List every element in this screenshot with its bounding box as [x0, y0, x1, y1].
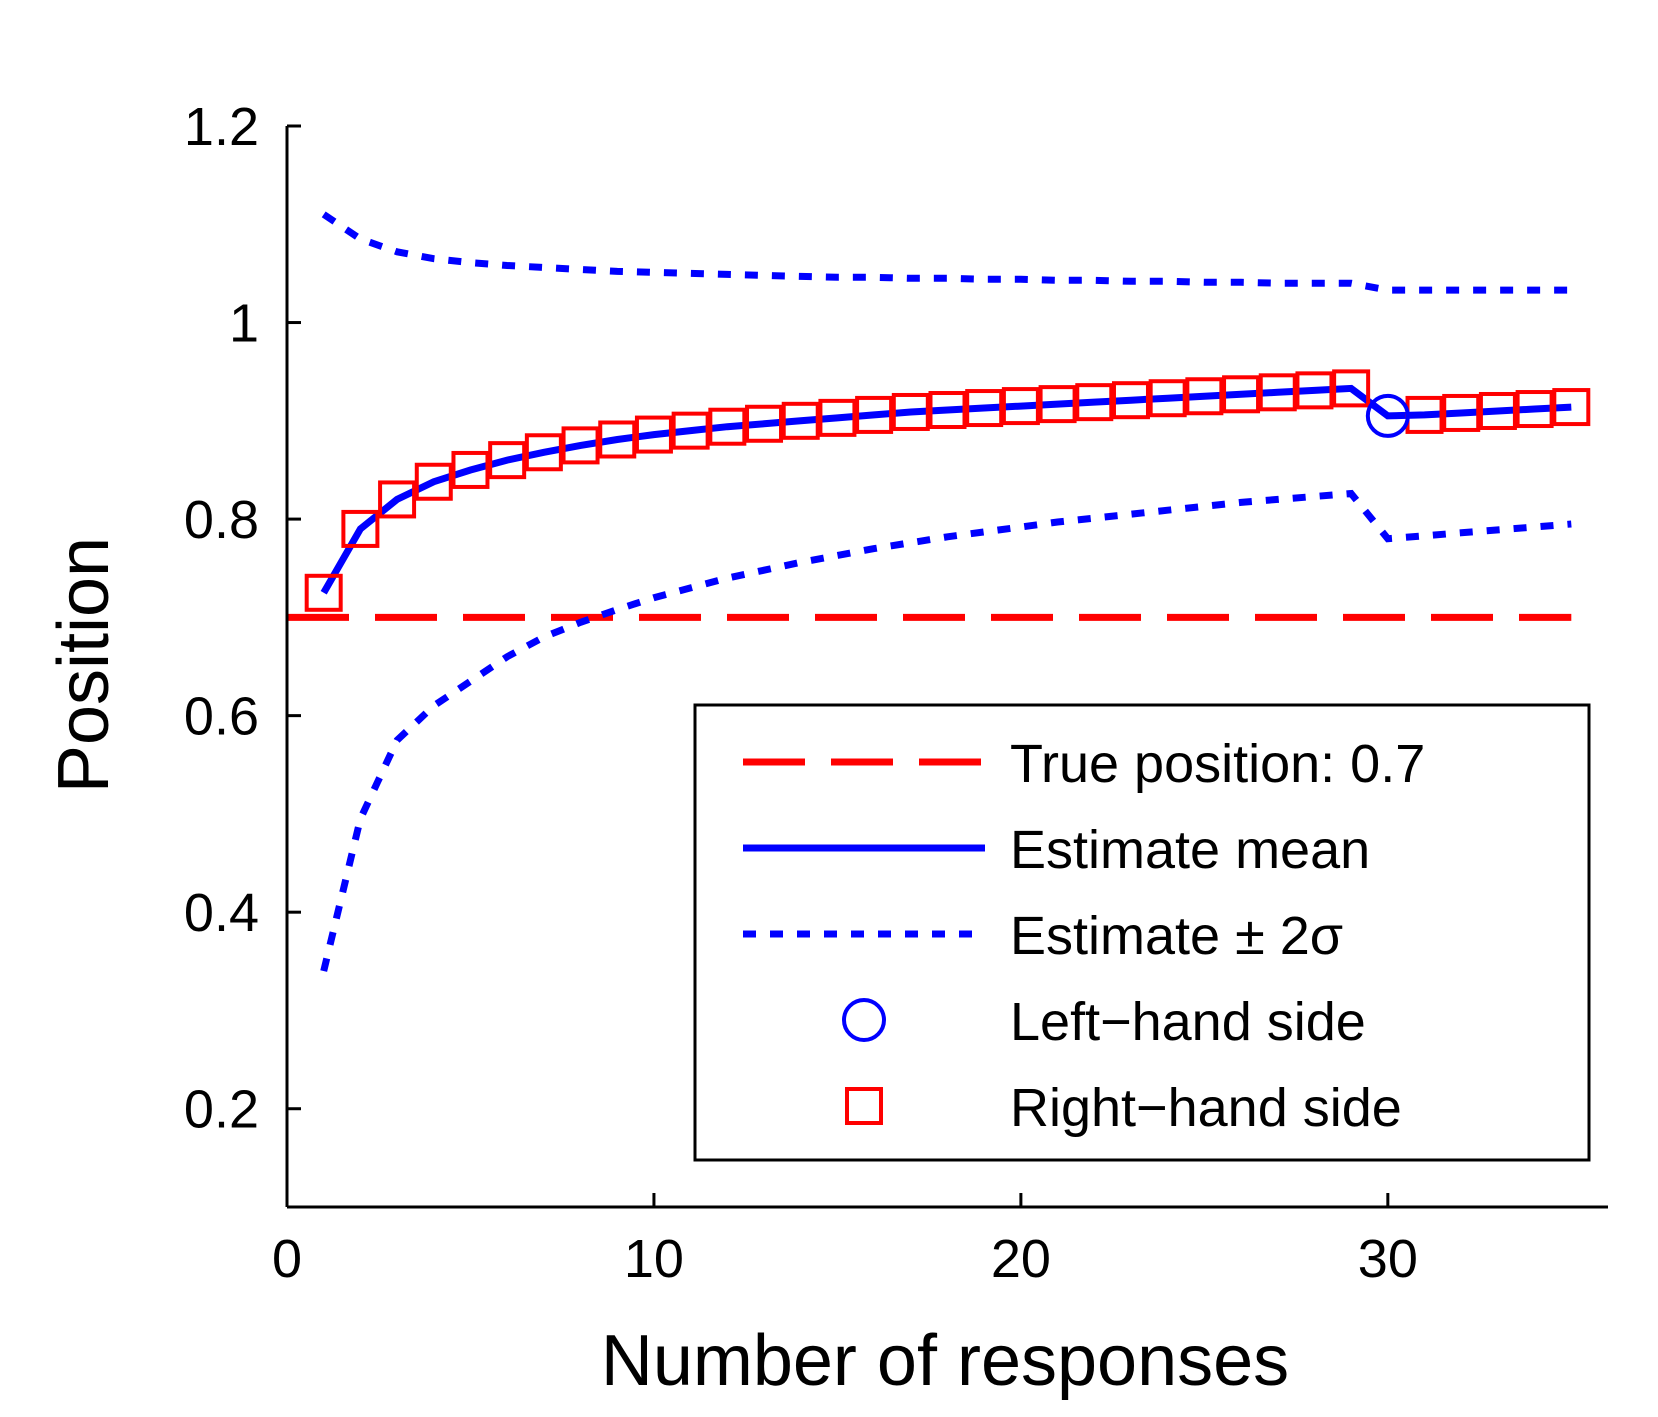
right-hand-side-marker [1258, 373, 1297, 412]
legend-label: True position: 0.7 [1010, 734, 1425, 794]
right-hand-side-marker [634, 415, 673, 454]
y-tick-label: 0.4 [184, 883, 259, 943]
legend: True position: 0.7 Estimate mean Estimate … [693, 703, 1591, 1162]
y-axis-title: Position [44, 537, 124, 793]
legend-box [693, 703, 1591, 1162]
x-tick-label: 10 [624, 1229, 684, 1289]
right-hand-side-marker [561, 426, 600, 465]
right-hand-side-marker [451, 450, 490, 489]
right-hand-side-marker [524, 433, 563, 472]
right-hand-side-marker [781, 401, 820, 440]
legend-swatch-circle [842, 998, 886, 1042]
right-hand-side-marker [1222, 375, 1261, 414]
legend-label: Right−hand side [1010, 1078, 1402, 1138]
right-hand-side-marker [414, 462, 453, 501]
right-hand-side-marker [1075, 383, 1114, 422]
right-hand-side-marker [341, 509, 380, 548]
left-hand-side-marker [1365, 393, 1410, 438]
right-hand-side-marker [745, 404, 784, 443]
upper-bound-line [321, 211, 1572, 294]
right-hand-side-marker [488, 441, 527, 480]
right-hand-side-marker [598, 420, 637, 459]
right-hand-side-marker [1001, 387, 1040, 426]
right-hand-side-marker [1552, 388, 1591, 427]
right-hand-side-marker [1038, 385, 1077, 424]
right-hand-side-marker [1478, 391, 1517, 430]
right-hand-side-marker [1111, 381, 1150, 420]
right-hand-side-marker [965, 389, 1004, 428]
y-tick-label: 0.6 [184, 687, 259, 747]
legend-swatch-square [845, 1087, 883, 1125]
right-hand-side-marker [818, 398, 857, 437]
right-hand-side-marker [928, 391, 967, 430]
x-tick-label: 30 [1358, 1229, 1418, 1289]
legend-label: Left−hand side [1010, 992, 1366, 1052]
x-axis-title: Number of responses [601, 1321, 1289, 1401]
right-hand-side-marker [378, 480, 417, 519]
y-tick-label: 0.2 [184, 1080, 259, 1140]
right-hand-side-marker [855, 395, 894, 434]
lower-bound-line [320, 489, 1572, 972]
x-tick-label: 0 [272, 1229, 302, 1289]
y-tick-label: 1 [229, 294, 259, 354]
right-hand-side-marker [708, 407, 747, 446]
y-tick-label: 0.8 [184, 490, 259, 550]
legend-label: Estimate ± 2σ [1010, 906, 1343, 966]
right-hand-side-marker [891, 392, 930, 431]
right-hand-side-marker [1295, 371, 1334, 410]
right-hand-side-marker [671, 411, 710, 450]
x-tick-label: 20 [991, 1229, 1051, 1289]
axes: 0 10 20 30 0.2 0.4 0.6 0.8 1 1.2 [184, 97, 1608, 1289]
right-hand-side-marker [304, 573, 343, 612]
legend-label: Estimate mean [1010, 820, 1370, 880]
right-hand-side-marker [1148, 379, 1187, 418]
plot-area [287, 211, 1591, 972]
right-hand-side-marker [1332, 369, 1371, 408]
right-hand-side-marker [1515, 390, 1554, 429]
estimate-mean-line [320, 384, 1572, 595]
y-tick-label: 1.2 [184, 97, 259, 157]
right-hand-side-marker [1185, 377, 1224, 416]
right-hand-side-marker [1442, 393, 1481, 432]
